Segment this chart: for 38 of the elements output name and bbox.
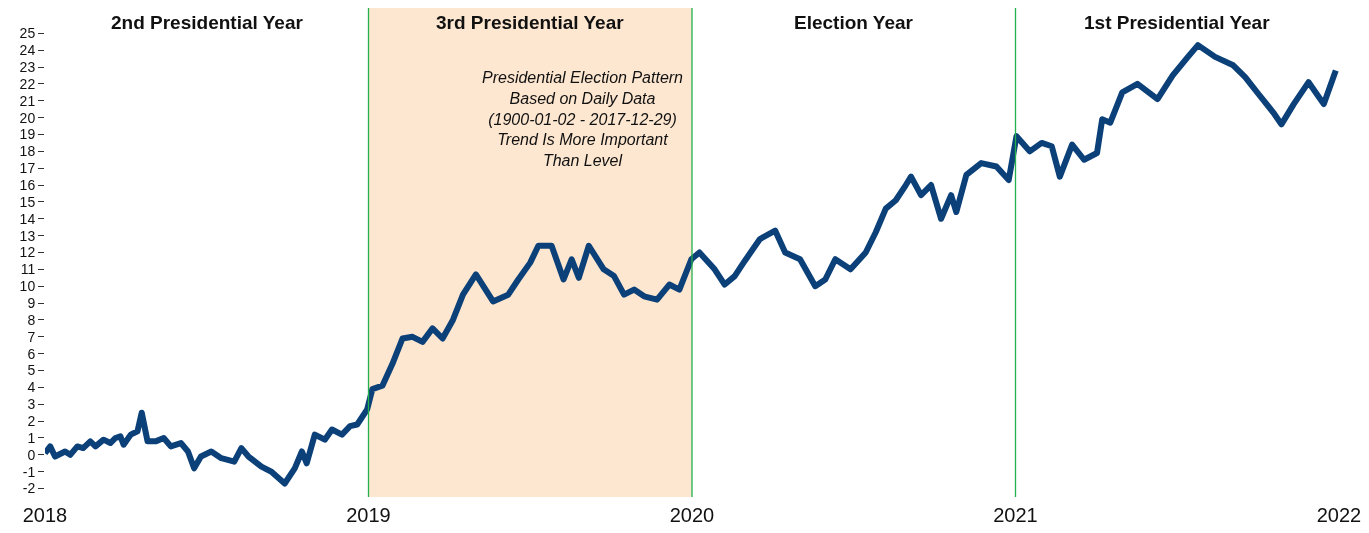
y-tick-label: 2	[27, 413, 36, 430]
y-tick-label: 14	[19, 210, 36, 227]
y-tick-label: 1	[27, 429, 36, 446]
annotation: Election Year	[794, 12, 914, 33]
y-tick-label: 3	[27, 396, 36, 413]
y-tick-label: 13	[19, 227, 36, 244]
y-tick-label: 8	[27, 311, 36, 328]
annotation: 3rd Presidential Year	[436, 12, 625, 33]
y-tick-label: -2	[22, 480, 36, 497]
x-tick-label: 2022	[1316, 504, 1362, 526]
y-tick-label: 6	[27, 345, 36, 362]
y-tick-label: 22	[19, 75, 36, 92]
x-tick-label: 2019	[346, 504, 391, 526]
y-tick-label: 10	[19, 278, 36, 295]
y-tick-label: 5	[27, 362, 36, 379]
x-tick-label: 2021	[993, 504, 1038, 526]
y-tick-label: 11	[20, 261, 36, 278]
y-tick-label: 19	[19, 126, 36, 143]
y-tick-label: 21	[19, 92, 36, 109]
y-tick-label: 4	[27, 379, 36, 396]
y-tick-label: 23	[19, 58, 36, 75]
y-tick-label: 9	[27, 294, 36, 311]
y-tick-label: 24	[19, 42, 36, 59]
y-tick-label: 0	[27, 446, 36, 463]
y-tick-label: 20	[19, 109, 36, 126]
y-tick-label: 15	[19, 193, 36, 210]
annotation: 2nd Presidential Year	[111, 12, 304, 33]
annotation: Presidential Election Pattern Based on Daily Data (1900-01-02 - 2017-12-29) Trend Is More Important Than Level	[482, 69, 684, 170]
x-tick-label: 2020	[669, 504, 715, 526]
y-tick-label: 16	[19, 176, 36, 193]
y-tick-label: 25	[19, 25, 36, 42]
y-tick-label: 12	[19, 244, 36, 261]
y-tick-label: 17	[19, 160, 36, 177]
annotation: 1st Presidential Year	[1084, 12, 1271, 33]
x-tick-label: 2018	[22, 504, 68, 526]
y-tick-label: 7	[27, 328, 36, 345]
y-tick-label: 18	[19, 143, 36, 160]
y-tick-label: -1	[22, 463, 36, 480]
